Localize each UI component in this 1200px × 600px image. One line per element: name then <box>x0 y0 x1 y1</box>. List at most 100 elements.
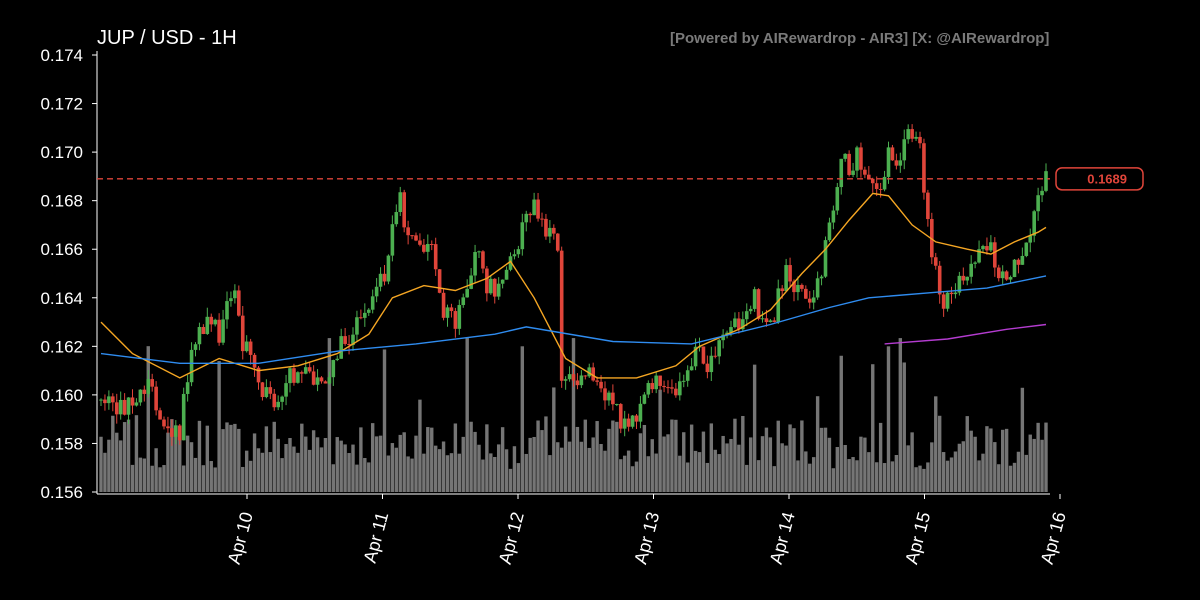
volume-bar <box>178 428 182 492</box>
volume-bar <box>654 453 658 492</box>
volume-bar <box>575 426 580 492</box>
candle-body <box>804 288 808 299</box>
volume-bar <box>993 442 997 492</box>
volume-bar <box>146 346 150 492</box>
candle-body <box>784 265 788 292</box>
volume-bar <box>410 458 414 492</box>
candle-body <box>914 136 918 139</box>
candle-body <box>886 147 891 177</box>
candle-body <box>575 380 580 386</box>
volume-bar <box>591 437 595 492</box>
volume-bar <box>422 453 426 492</box>
candle-body <box>292 368 296 383</box>
candle-body <box>705 363 710 373</box>
candle-body <box>989 242 993 251</box>
candle-body <box>587 367 592 377</box>
candle-body <box>839 158 844 188</box>
volume-bar <box>225 422 229 492</box>
volume-bar <box>867 452 871 492</box>
volume-bar <box>843 444 847 492</box>
volume-bar <box>1032 438 1036 492</box>
candle-body <box>721 334 725 341</box>
candle-body <box>567 374 572 380</box>
volume-bar <box>268 452 273 492</box>
candle-body <box>843 153 847 159</box>
volume-bar <box>437 449 442 492</box>
volume-bar <box>713 449 717 492</box>
candle-body <box>662 385 666 388</box>
candle-body <box>874 183 879 189</box>
volume-bar <box>937 415 942 492</box>
volume-bar <box>965 416 969 492</box>
candle-body <box>248 341 253 355</box>
candle-body <box>481 251 485 269</box>
volume-bar <box>158 467 162 492</box>
x-tick-label: Apr 10 <box>224 510 257 566</box>
volume-bar <box>583 419 588 492</box>
volume-bar <box>528 437 532 492</box>
candle-body <box>926 192 930 220</box>
candle-body <box>351 334 355 346</box>
volume-bar <box>1016 451 1021 492</box>
x-tick-label: Apr 14 <box>766 510 799 566</box>
volume-bar <box>945 460 950 492</box>
candle-body <box>496 283 501 297</box>
volume-bar <box>717 454 721 492</box>
candle-body <box>626 418 631 427</box>
y-tick-label: 0.162 <box>40 337 83 356</box>
candle-body <box>933 257 938 266</box>
candle-body <box>918 136 922 144</box>
candle-body <box>189 349 194 383</box>
candle-body <box>670 387 674 389</box>
volume-bar <box>99 436 103 492</box>
volume-bar <box>233 423 237 492</box>
candle-body <box>335 358 340 361</box>
volume-bar <box>477 444 481 492</box>
candle-body <box>674 388 678 396</box>
volume-bar <box>882 463 887 492</box>
volume-bar <box>953 451 958 492</box>
candle-body <box>611 392 615 405</box>
candle-body <box>717 340 721 357</box>
volume-bar <box>871 364 875 492</box>
candle-body <box>492 278 497 297</box>
candle-body <box>1000 271 1005 279</box>
candle-body <box>607 392 611 401</box>
candle-body <box>678 381 682 396</box>
candle-body <box>634 415 639 422</box>
volume-bar <box>115 432 119 492</box>
volume-bar <box>800 420 804 492</box>
candle-body <box>134 402 139 406</box>
candle-body <box>418 240 422 245</box>
candle-body <box>268 387 273 394</box>
volume-bar <box>150 465 154 492</box>
volume-bar <box>426 427 430 492</box>
volume-bar <box>378 435 383 492</box>
volume-bar <box>878 422 883 492</box>
volume-bar <box>296 452 300 492</box>
volume-bar <box>118 440 123 492</box>
candle-body <box>591 367 595 381</box>
candle-body <box>303 367 308 374</box>
candle-body <box>225 301 229 320</box>
candle-body <box>233 290 237 299</box>
volume-bar <box>847 459 851 492</box>
volume-bar <box>229 424 233 492</box>
y-tick-label: 0.166 <box>40 240 83 259</box>
volume-bar <box>469 421 473 492</box>
volume-bar <box>441 441 446 492</box>
candle-body <box>894 160 899 166</box>
candle-body <box>772 320 777 322</box>
volume-bar <box>646 456 651 492</box>
volume-bar <box>611 420 615 492</box>
volume-bar <box>414 435 418 492</box>
candle-body <box>284 383 288 397</box>
candle-body <box>941 294 946 309</box>
ma-mid-line <box>100 275 1047 364</box>
candle-body <box>126 397 131 415</box>
candle-body <box>823 240 828 277</box>
candle-body <box>859 147 863 170</box>
candle-body <box>1012 259 1017 278</box>
volume-bar <box>201 465 206 492</box>
candle-body <box>642 394 647 404</box>
